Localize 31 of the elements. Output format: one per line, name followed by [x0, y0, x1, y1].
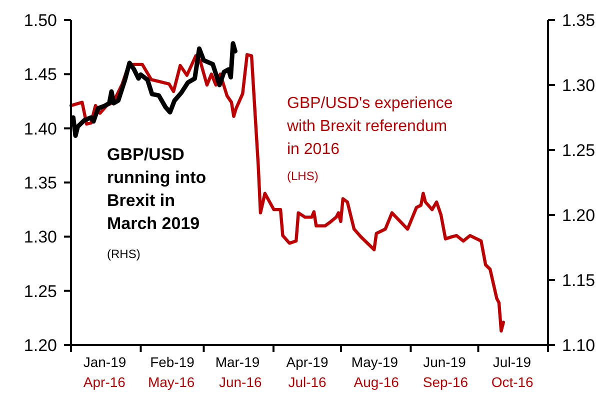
x-tick-label: Jan-19: [83, 354, 126, 370]
x2-tick-label: Jun-16: [218, 374, 262, 390]
x-tick-label: Jul-19: [492, 354, 532, 370]
y-tick-label: 1.35: [24, 173, 57, 192]
y2-tick-label: 1.15: [562, 270, 596, 290]
annotation: GBP/USD running into Brexit in March 2019: [107, 145, 206, 233]
y-tick-label: 1.50: [24, 10, 57, 30]
annotation: GBP/USD's experience with Brexit referendum in 2016: [286, 95, 453, 158]
x2-tick-label: Apr-16: [83, 374, 126, 390]
y-tick-label: 1.30: [24, 228, 57, 247]
x-tick-label: Jun-19: [423, 354, 466, 370]
annotation: (LHS): [287, 169, 318, 183]
y2-tick-label: 1.35: [562, 10, 596, 30]
x-tick-label: May-19: [351, 354, 398, 370]
annotation: (RHS): [107, 247, 140, 261]
y-tick-label: 1.25: [24, 282, 57, 301]
x-tick-label: Mar-19: [215, 354, 260, 370]
x2-tick-label: May-16: [148, 374, 195, 390]
y2-tick-label: 1.20: [562, 206, 596, 225]
x2-tick-label: Jul-16: [288, 374, 327, 390]
x2-tick-label: Sep-16: [422, 374, 468, 390]
y2-tick-label: 1.30: [562, 76, 596, 95]
y-tick-label: 1.40: [24, 119, 57, 138]
x-tick-label: Feb-19: [150, 354, 195, 370]
x2-tick-label: Oct-16: [491, 374, 534, 390]
y2-tick-label: 1.25: [562, 140, 596, 160]
x2-tick-label: Aug-16: [354, 374, 400, 390]
x-tick-label: Apr-19: [286, 354, 328, 370]
y-tick-label: 1.20: [24, 336, 57, 355]
y-tick-label: 1.45: [24, 65, 57, 84]
y2-tick-label: 1.10: [562, 336, 596, 355]
